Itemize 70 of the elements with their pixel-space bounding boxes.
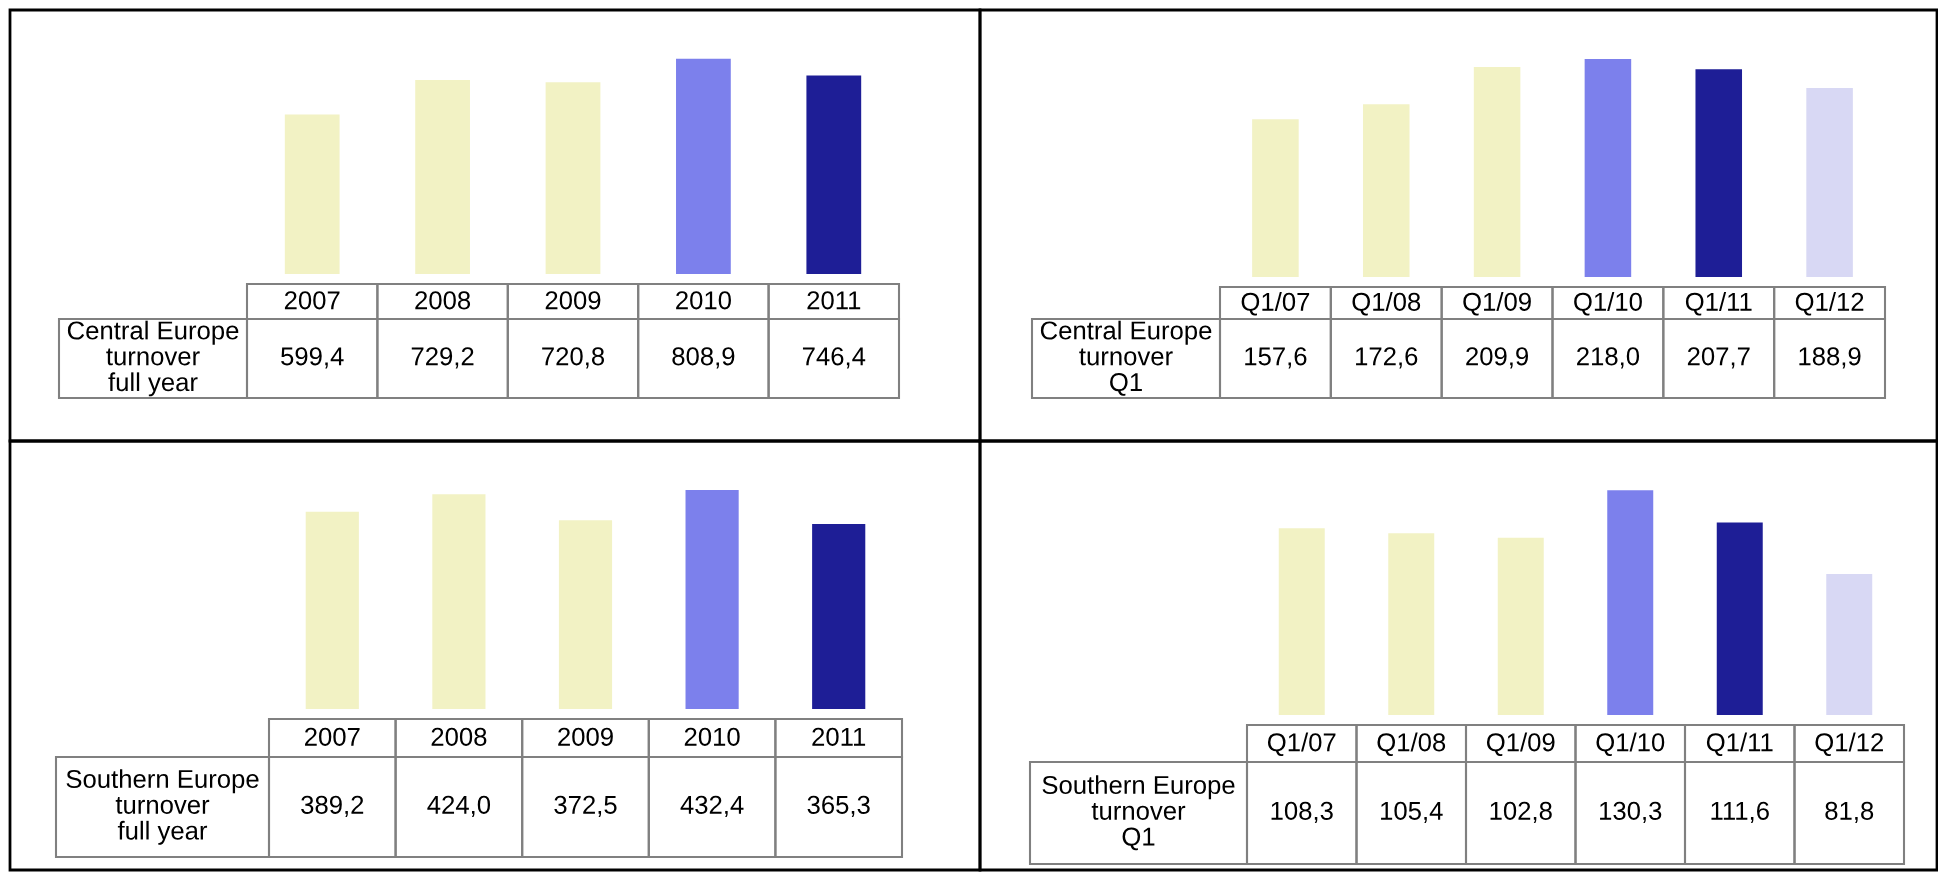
x-tick-label: 2010 xyxy=(676,291,731,310)
bar xyxy=(812,523,866,709)
x-tick-label: Q1/09 xyxy=(1463,292,1531,316)
x-tick-label: 2008 xyxy=(431,727,487,746)
text: Central Europe turnover full year xyxy=(67,320,239,397)
data-label: 111,6 xyxy=(1711,801,1769,823)
x-tick-label: 2007 xyxy=(305,727,360,746)
x-tick-label: 2009 xyxy=(545,291,601,310)
bar xyxy=(1497,537,1544,715)
x-tick-label: Q1/08 xyxy=(1352,292,1421,316)
data-label: 372,5 xyxy=(554,795,617,817)
data-label: 808,9 xyxy=(672,347,735,369)
data-label: 218,0 xyxy=(1577,347,1640,369)
x-tick-label: Q1/11 xyxy=(1706,732,1773,756)
x-tick-label: Q1/12 xyxy=(1815,732,1883,756)
bar xyxy=(305,511,359,709)
bar xyxy=(415,79,470,274)
bar xyxy=(545,82,601,274)
text: Central Europe turnover Q1 xyxy=(1040,320,1212,396)
bar xyxy=(685,489,739,709)
bar xyxy=(1607,490,1654,715)
x-tick-label: 2009 xyxy=(558,727,613,746)
bar xyxy=(1584,58,1632,277)
data-label: 389,2 xyxy=(301,795,364,817)
data-label: 424,0 xyxy=(427,795,491,817)
bar xyxy=(1695,69,1743,277)
data-label: 108,3 xyxy=(1271,801,1333,823)
bar xyxy=(806,75,862,274)
data-label: 746,4 xyxy=(802,347,866,369)
data-label: 102,8 xyxy=(1490,801,1552,823)
bar xyxy=(1252,119,1299,277)
bar xyxy=(432,494,486,709)
data-label: 105,4 xyxy=(1381,801,1443,823)
data-label: 172,6 xyxy=(1356,347,1418,369)
x-tick-label: Q1/12 xyxy=(1795,292,1864,316)
bar xyxy=(1388,533,1435,715)
text: Southern Europe turnover full year xyxy=(66,769,259,845)
x-tick-label: 2011 xyxy=(807,291,861,310)
x-tick-label: 2007 xyxy=(284,291,340,310)
data-label: 599,4 xyxy=(281,347,344,369)
data-label: 209,9 xyxy=(1466,347,1529,369)
x-tick-label: Q1/10 xyxy=(1574,292,1642,316)
x-tick-label: Q1/07 xyxy=(1267,732,1336,756)
bar xyxy=(558,520,613,709)
bar xyxy=(1826,573,1873,715)
bar xyxy=(676,58,731,274)
data-label: 81,8 xyxy=(1825,801,1874,823)
bar xyxy=(1278,528,1325,715)
bar xyxy=(284,114,340,274)
data-label: 365,3 xyxy=(807,795,870,817)
x-tick-label: Q1/10 xyxy=(1596,732,1665,756)
x-tick-label: 2011 xyxy=(812,727,866,746)
x-tick-label: Q1/09 xyxy=(1486,732,1555,756)
data-label: 130,3 xyxy=(1600,801,1662,823)
data-label: 720,8 xyxy=(542,347,605,369)
text: Southern Europe turnover Q1 xyxy=(1042,775,1235,851)
x-tick-label: Q1/08 xyxy=(1377,732,1446,756)
data-label: 729,2 xyxy=(411,347,474,369)
data-label: 188,9 xyxy=(1799,347,1861,369)
data-label: 432,4 xyxy=(680,795,744,817)
bar xyxy=(1806,88,1853,277)
data-label: 207,7 xyxy=(1687,347,1750,369)
x-tick-label: 2010 xyxy=(684,727,740,746)
bar xyxy=(1362,104,1410,277)
x-tick-label: Q1/07 xyxy=(1241,292,1310,316)
bar xyxy=(1716,522,1763,715)
data-label: 157,6 xyxy=(1245,347,1307,369)
bar xyxy=(1473,67,1521,277)
x-tick-label: 2008 xyxy=(415,291,471,310)
x-tick-label: Q1/11 xyxy=(1685,292,1752,316)
